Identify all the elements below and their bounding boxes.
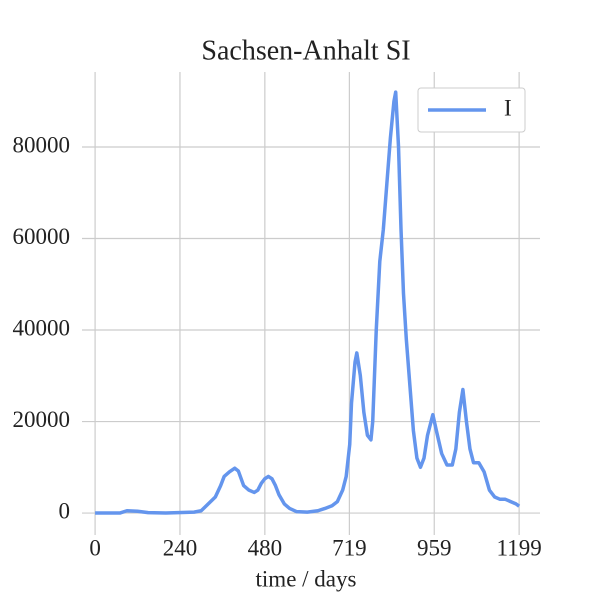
- y-tick-label: 0: [59, 498, 71, 523]
- series-line: [95, 90, 521, 515]
- x-axis-label: time / days: [256, 566, 357, 591]
- x-tick-label: 0: [89, 535, 101, 560]
- legend-label: I: [504, 95, 512, 120]
- x-tick-label: 480: [248, 535, 283, 560]
- x-tick-label: 1199: [497, 535, 542, 560]
- y-tick-label: 20000: [13, 407, 71, 432]
- y-tick-label: 60000: [13, 224, 71, 249]
- x-tick-label: 719: [332, 535, 367, 560]
- x-tick-label: 240: [163, 535, 198, 560]
- y-tick-label: 80000: [13, 132, 71, 157]
- y-tick-label: 40000: [13, 315, 71, 340]
- chart-title: Sachsen-Anhalt SI: [201, 35, 410, 66]
- x-tick-label: 959: [417, 535, 452, 560]
